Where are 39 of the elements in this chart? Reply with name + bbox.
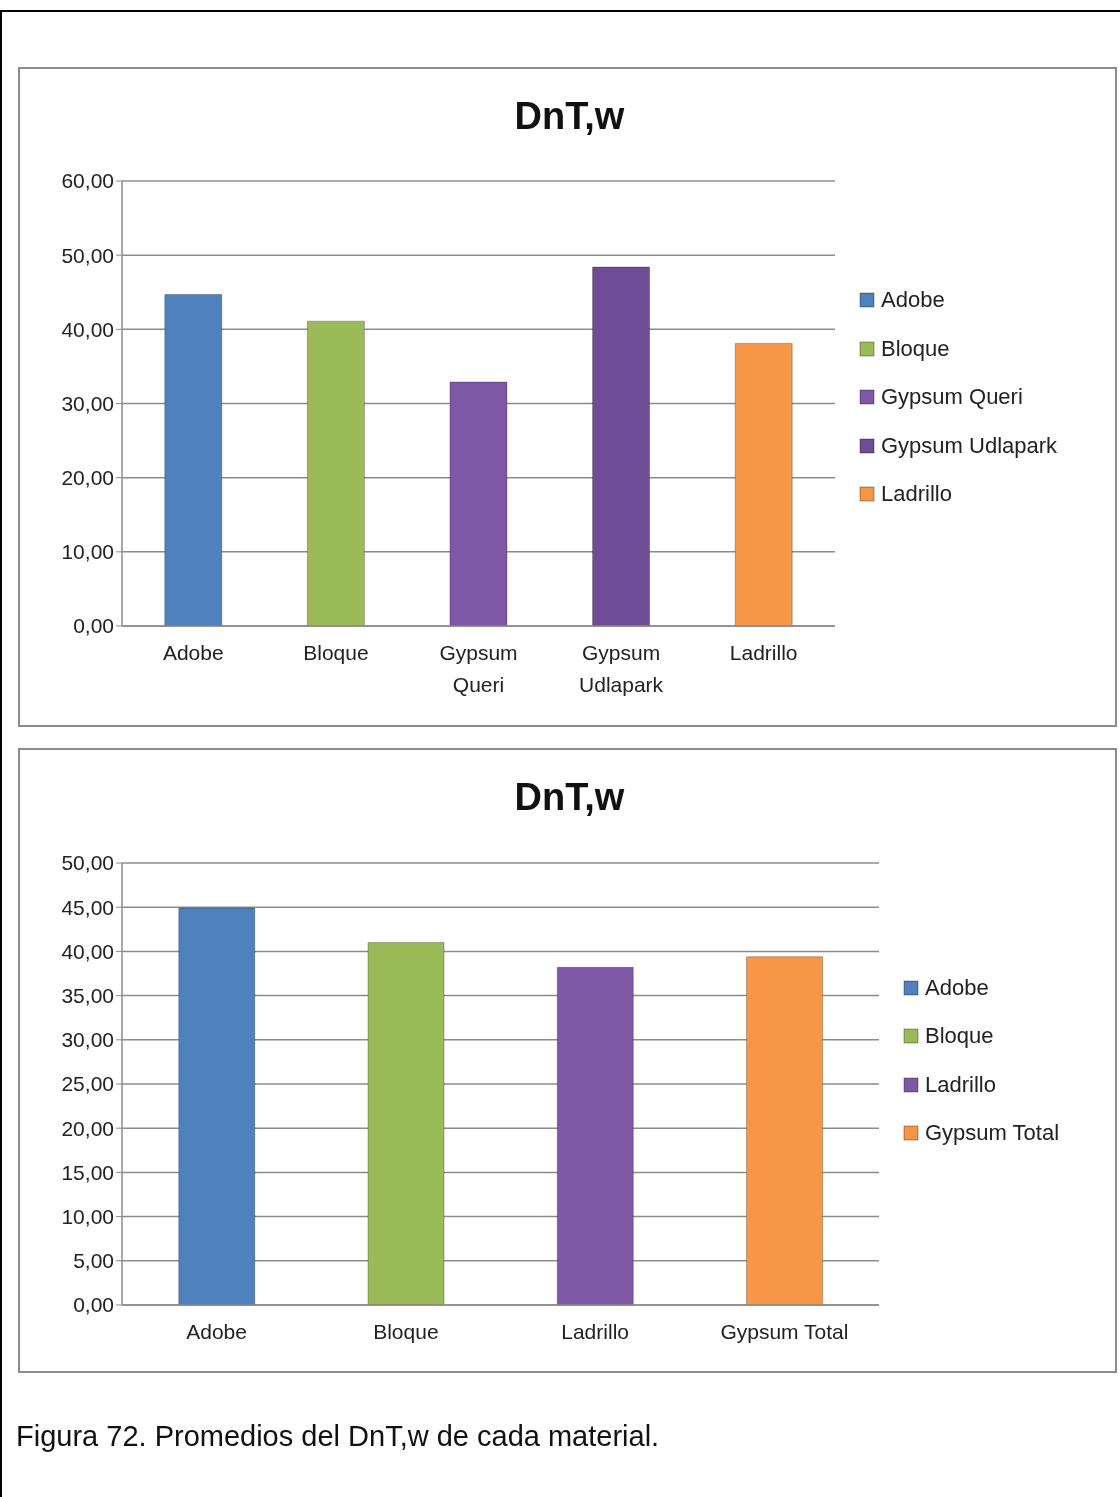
y-tick-label: 0,00 <box>73 614 114 638</box>
legend-label: Bloque <box>881 335 950 362</box>
chart-title: DnT,w <box>513 95 626 138</box>
y-tick-label: 20,00 <box>61 1116 114 1140</box>
y-tick-label: 10,00 <box>61 1205 114 1229</box>
legend-label: Bloque <box>925 1023 994 1050</box>
legend-label: Adobe <box>925 974 989 1001</box>
chart-title: DnT,w <box>513 776 626 819</box>
y-tick-label: 60,00 <box>61 169 114 193</box>
legend-label: Gypsum Udlapark <box>881 432 1058 459</box>
x-tick-label: Gypsum Total <box>720 1320 849 1343</box>
x-tick-label: Ladrillo <box>729 641 798 664</box>
y-tick-label: 0,00 <box>73 1293 114 1317</box>
y-tick-label: 15,00 <box>61 1160 114 1184</box>
x-tick-label: Bloque <box>373 1320 439 1343</box>
y-tick-label: 45,00 <box>61 895 114 919</box>
x-tick-label: Adobe <box>186 1320 247 1343</box>
y-tick-label: 50,00 <box>61 243 114 267</box>
y-tick-label: 35,00 <box>61 984 114 1008</box>
y-tick-label: 30,00 <box>61 1028 114 1052</box>
y-tick-label: 5,00 <box>73 1249 114 1273</box>
x-tick-label: Gypsum Queri <box>439 641 518 696</box>
legend-label: Gypsum Total <box>925 1120 1060 1147</box>
x-tick-label: Adobe <box>162 641 224 664</box>
y-tick-label: 40,00 <box>61 317 114 341</box>
legend-label: Adobe <box>881 287 945 313</box>
x-tick-label: Gypsum Udlapark <box>579 641 664 696</box>
y-tick-label: 50,00 <box>61 851 114 875</box>
legend-label: Ladrillo <box>881 481 952 507</box>
legend-label: Gypsum Queri <box>881 384 1023 410</box>
x-tick-label: Bloque <box>303 641 369 664</box>
y-tick-label: 40,00 <box>61 939 114 963</box>
y-tick-label: 10,00 <box>61 540 114 564</box>
y-tick-label: 20,00 <box>61 466 114 490</box>
y-tick-label: 25,00 <box>61 1072 114 1096</box>
legend-label: Ladrillo <box>925 1071 996 1098</box>
x-tick-label: Ladrillo <box>561 1320 629 1343</box>
text: Figura 72. Promedios del DnT,w de cada material. <box>16 1420 660 1453</box>
y-tick-label: 30,00 <box>61 391 114 415</box>
